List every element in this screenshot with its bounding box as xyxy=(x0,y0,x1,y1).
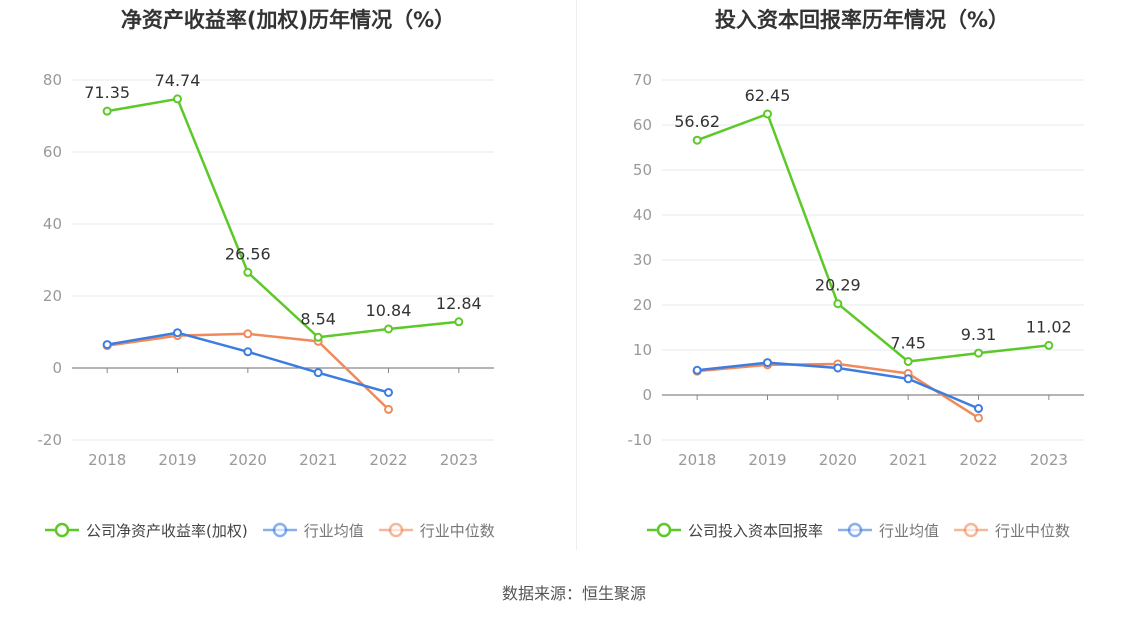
y-tick-label: 10 xyxy=(633,341,652,359)
legend-label: 行业中位数 xyxy=(419,521,495,540)
x-tick-label: 2021 xyxy=(889,451,927,469)
data-label: 62.45 xyxy=(745,86,791,105)
legend-marker-icon xyxy=(647,522,681,538)
y-tick-label: 70 xyxy=(633,71,652,89)
x-tick-label: 2021 xyxy=(299,451,337,469)
legend-label: 行业均值 xyxy=(303,521,364,540)
data-label: 12.84 xyxy=(436,294,482,313)
data-point[interactable] xyxy=(974,404,983,413)
y-tick-label: 0 xyxy=(642,386,652,404)
data-point[interactable] xyxy=(974,348,983,358)
y-tick-label: 20 xyxy=(43,287,62,305)
data-point[interactable] xyxy=(1044,340,1054,350)
legend-item-1[interactable]: 行业均值 xyxy=(262,520,364,541)
y-tick-label: 80 xyxy=(43,71,62,89)
data-source-note: 数据来源：恒生聚源 xyxy=(501,584,646,603)
chart-divider xyxy=(576,0,577,550)
y-tick-label: 30 xyxy=(633,251,652,269)
data-point[interactable] xyxy=(243,347,253,357)
legend-item-2[interactable]: 行业中位数 xyxy=(378,520,495,541)
data-point[interactable] xyxy=(243,267,253,277)
series-line-0 xyxy=(696,112,1049,363)
y-tick-label: -20 xyxy=(38,431,63,449)
x-tick-label: 2019 xyxy=(158,451,196,469)
legend-item-0[interactable]: 公司净资产收益率(加权) xyxy=(44,520,248,541)
data-label: 10.84 xyxy=(366,301,412,320)
data-point[interactable] xyxy=(173,328,182,338)
data-point[interactable] xyxy=(692,135,702,145)
data-point[interactable] xyxy=(903,374,913,384)
data-point[interactable] xyxy=(384,387,393,397)
legend-item-2[interactable]: 行业中位数 xyxy=(953,520,1070,541)
data-label: 56.62 xyxy=(674,112,720,131)
legend-label: 公司投入资本回报率 xyxy=(688,521,824,540)
legend-label: 行业均值 xyxy=(879,521,940,540)
y-tick-label: -10 xyxy=(628,431,653,449)
x-tick-label: 2023 xyxy=(1030,451,1068,469)
x-tick-label: 2019 xyxy=(748,451,786,469)
data-point[interactable] xyxy=(102,340,112,350)
left-chart-legend: 公司净资产收益率(加权) 行业均值 行业中位数 xyxy=(44,519,509,541)
data-point[interactable] xyxy=(454,317,464,327)
x-tick-label: 2022 xyxy=(369,451,407,469)
data-point[interactable] xyxy=(313,368,323,378)
data-point[interactable] xyxy=(313,332,323,342)
right-chart-legend: 公司投入资本回报率 行业均值 行业中位数 xyxy=(646,519,1084,541)
y-tick-label: 40 xyxy=(43,215,62,233)
legend-marker-icon xyxy=(262,522,297,538)
data-label: 71.35 xyxy=(84,83,130,102)
data-point[interactable] xyxy=(763,358,772,368)
legend-marker-icon xyxy=(954,522,989,538)
left-chart-title: 净资产收益率(加权)历年情况（%） xyxy=(120,8,456,32)
data-point[interactable] xyxy=(974,413,983,423)
data-point[interactable] xyxy=(692,365,702,375)
x-tick-label: 2022 xyxy=(959,451,997,469)
data-point[interactable] xyxy=(903,356,913,366)
x-tick-label: 2023 xyxy=(440,451,478,469)
data-label: 9.31 xyxy=(961,325,997,344)
data-point[interactable] xyxy=(102,106,112,116)
data-label: 8.54 xyxy=(300,309,336,328)
data-point[interactable] xyxy=(833,299,843,309)
data-point[interactable] xyxy=(384,404,393,414)
x-tick-label: 2018 xyxy=(678,451,716,469)
data-label: 20.29 xyxy=(815,276,861,295)
x-tick-label: 2020 xyxy=(229,451,267,469)
y-tick-label: 60 xyxy=(43,143,62,161)
y-tick-label: 50 xyxy=(633,161,652,179)
data-label: 74.74 xyxy=(155,71,201,90)
y-tick-label: 0 xyxy=(52,359,62,377)
legend-item-0[interactable]: 公司投入资本回报率 xyxy=(646,520,823,541)
right-chart-title: 投入资本回报率历年情况（%） xyxy=(714,8,1010,32)
legend-item-1[interactable]: 行业均值 xyxy=(837,520,939,541)
data-point[interactable] xyxy=(173,94,182,104)
left-line-chart: 80 60 40 20 0 -20 2018 2019 2020 2021 2022 2023 71.3… xyxy=(38,71,494,469)
legend-marker-icon xyxy=(45,522,79,538)
data-point[interactable] xyxy=(384,324,393,334)
y-tick-label: 60 xyxy=(633,116,652,134)
data-label: 26.56 xyxy=(225,244,271,263)
right-line-chart: 70 60 50 40 30 20 10 0 -10 2018 2019 2020 2021 2022 20… xyxy=(628,71,1084,469)
data-point[interactable] xyxy=(763,109,772,119)
data-point[interactable] xyxy=(833,363,843,373)
x-tick-label: 2018 xyxy=(88,451,126,469)
legend-label: 公司净资产收益率(加权) xyxy=(86,521,248,540)
series-line-0 xyxy=(106,97,459,339)
data-label: 7.45 xyxy=(890,333,926,352)
legend-marker-icon xyxy=(838,522,873,538)
x-tick-label: 2020 xyxy=(819,451,857,469)
data-label: 11.02 xyxy=(1026,317,1072,336)
y-tick-label: 40 xyxy=(633,206,652,224)
data-point[interactable] xyxy=(243,329,253,339)
legend-label: 行业中位数 xyxy=(995,521,1071,540)
y-tick-label: 20 xyxy=(633,296,652,314)
legend-marker-icon xyxy=(378,522,413,538)
